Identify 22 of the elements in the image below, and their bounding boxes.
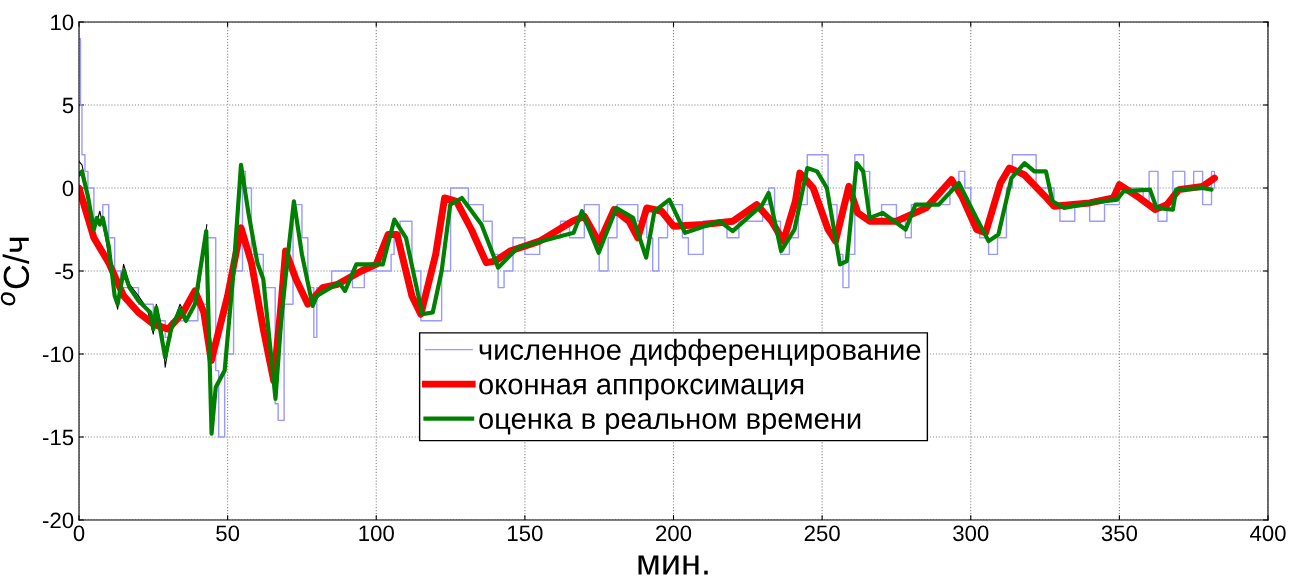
y-tick-label: 10 bbox=[51, 14, 74, 31]
y-tick-label: -5 bbox=[55, 263, 74, 280]
y-tick-label: -15 bbox=[43, 429, 74, 446]
x-axis-title: мин. bbox=[638, 555, 708, 575]
x-tick-label: 350 bbox=[1101, 525, 1138, 542]
x-tick-label: 100 bbox=[359, 525, 394, 542]
legend-label: оценка в реальном времени bbox=[479, 413, 861, 435]
y-tick-label: -10 bbox=[43, 346, 74, 363]
x-tick-label: 50 bbox=[216, 525, 240, 542]
legend-label: численное дифференцирование bbox=[479, 338, 921, 366]
legend-label: оконная аппроксимация bbox=[479, 378, 804, 401]
y-tick-label: 5 bbox=[62, 97, 74, 114]
x-tick-label: 300 bbox=[953, 525, 989, 542]
y-tick-label: -20 bbox=[43, 512, 74, 529]
x-tick-label: 400 bbox=[1249, 525, 1286, 542]
x-tick-label: 250 bbox=[804, 525, 840, 542]
y-axis-title: $^{o}$C/ч bbox=[0, 237, 30, 306]
line-series bbox=[79, 161, 1214, 436]
y-tick-label: 0 bbox=[62, 180, 74, 197]
x-tick-label: 0 bbox=[73, 525, 85, 542]
x-tick-label: 150 bbox=[508, 525, 543, 542]
x-tick-label: 200 bbox=[656, 525, 692, 542]
